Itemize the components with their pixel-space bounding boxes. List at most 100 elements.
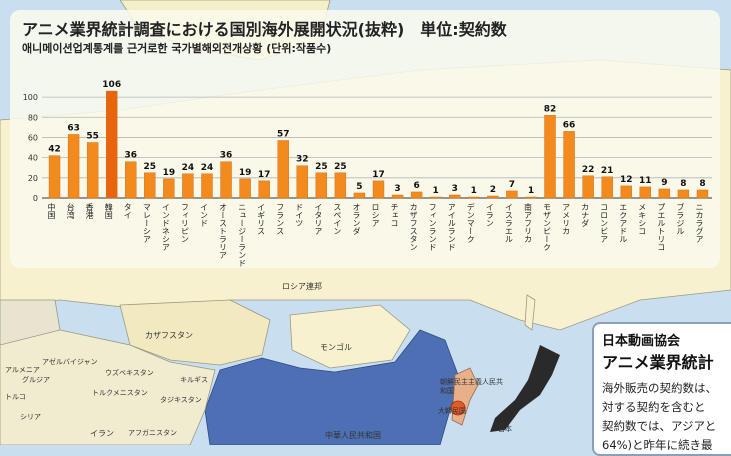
data-label: 1 (528, 186, 534, 196)
category-label: フランス (276, 203, 285, 235)
chart-panel (10, 10, 720, 268)
category-label: ドイツ (295, 203, 304, 227)
data-label: 25 (334, 162, 347, 172)
bar (391, 194, 404, 199)
category-label: 台湾 (66, 202, 75, 220)
category-label: 香港 (85, 202, 94, 220)
data-label: 24 (182, 163, 195, 173)
category-label: 中国 (47, 202, 56, 220)
bar (449, 194, 461, 199)
bar (220, 161, 232, 199)
category-label: 南アフリカ (523, 202, 532, 243)
data-label: 106 (102, 80, 121, 90)
category-label: インド (199, 203, 208, 227)
data-label: 3 (394, 184, 400, 194)
data-label: 57 (277, 129, 290, 139)
category-label: イスラエル (504, 203, 513, 243)
bar (601, 176, 613, 199)
category-label: イラン (485, 203, 494, 227)
y-tick-label: 40 (28, 154, 38, 163)
category-label: アイルランド (447, 203, 456, 251)
data-label: 17 (258, 170, 271, 180)
data-label: 3 (452, 184, 458, 194)
data-label: 8 (680, 179, 686, 189)
info-heading: アニメ業界統計 (602, 353, 714, 372)
bar (658, 188, 671, 199)
data-label: 7 (509, 180, 515, 190)
data-label: 22 (582, 165, 595, 175)
bar (639, 186, 651, 199)
data-label: 36 (220, 151, 233, 161)
data-label: 63 (67, 123, 80, 133)
category-label: カザフスタン (409, 203, 418, 251)
category-label: ニュージーランド (238, 203, 247, 267)
category-label: カナダ (581, 203, 590, 227)
category-label: オーストラリア (219, 203, 228, 259)
data-label: 5 (356, 182, 362, 192)
data-label: 36 (124, 151, 137, 161)
map-label-japan: 日本 (498, 425, 512, 433)
category-label: イギリス (257, 203, 266, 235)
category-label: デンマーク (466, 202, 475, 243)
bar (429, 196, 442, 199)
bar (353, 192, 366, 199)
data-label: 82 (544, 104, 557, 114)
map-label-uzbekistan: ウズベキスタン (105, 369, 154, 377)
map-label-iran: イラン (90, 429, 114, 438)
data-label: 9 (661, 178, 667, 188)
category-label: エクアドル (619, 203, 628, 243)
data-label: 24 (201, 163, 214, 173)
data-label: 25 (144, 162, 157, 172)
data-label: 32 (296, 155, 309, 165)
bar (86, 142, 99, 199)
category-label: インドネシア (161, 203, 170, 251)
info-line: 64%)と昨年に続き最 (602, 438, 713, 452)
bar (201, 173, 213, 199)
bar (105, 90, 118, 199)
bar-chart: 02040608010042中国63台湾55香港106韓国36タイ25マレーシア… (23, 80, 712, 267)
map-label-china: 中華人民共和国 (325, 431, 381, 440)
bar (48, 155, 61, 199)
bar (410, 191, 423, 199)
bar (487, 195, 499, 199)
chart-title: アニメ業界統計調査における国別海外展開状況(抜粋) 単位:契約数 (22, 20, 507, 39)
info-line: 対する契約を含むと (602, 400, 706, 414)
category-label: モザンビーク (543, 203, 552, 251)
y-tick-label: 0 (33, 194, 38, 203)
data-label: 66 (563, 120, 576, 130)
map-label-turkey: トルコ (5, 393, 26, 401)
map-label-mongolia: モンゴル (320, 343, 352, 352)
map-label-north-korea: 朝鮮民主主義人民共和国 (440, 378, 503, 395)
map-label-russia: ロシア連邦 (282, 282, 322, 291)
category-label: スペイン (333, 203, 342, 235)
info-line: 海外販売の契約数は、 (602, 381, 717, 395)
bar (563, 131, 575, 199)
bar (677, 189, 690, 199)
data-label: 11 (639, 176, 652, 186)
map-label-armenia: アルメニア (5, 366, 40, 374)
y-tick-label: 80 (28, 113, 38, 122)
data-label: 17 (372, 170, 385, 180)
map-label-georgia: グルジア (22, 376, 50, 384)
category-label: イタリア (314, 203, 323, 235)
info-box: 日本動画協会 アニメ業界統計 海外販売の契約数は、 対する契約を含むと 契約数で… (592, 322, 731, 456)
bar (468, 196, 480, 199)
y-tick-label: 60 (28, 133, 38, 142)
category-label: メキシコ (638, 203, 647, 235)
map-label-syria: シリア (20, 413, 41, 421)
data-label: 8 (699, 179, 705, 189)
bar (258, 180, 270, 199)
bar (372, 180, 385, 199)
data-label: 25 (315, 162, 328, 172)
map-label-tajikistan: タジキスタン (160, 396, 202, 404)
map-label-azerbaijan: アゼルバイジャン (42, 358, 98, 366)
category-label: タイ (123, 203, 132, 219)
data-label: 12 (620, 175, 633, 185)
bar (620, 185, 632, 199)
info-line: 契約数では、アジアと (602, 419, 717, 433)
category-label: プエルトリコ (657, 203, 666, 251)
data-label: 42 (48, 145, 61, 155)
map-label-turkmenistan: トルクメニスタン (92, 389, 148, 397)
map-label-kyrgyzstan: キルギス (180, 376, 208, 384)
bar (277, 140, 289, 199)
